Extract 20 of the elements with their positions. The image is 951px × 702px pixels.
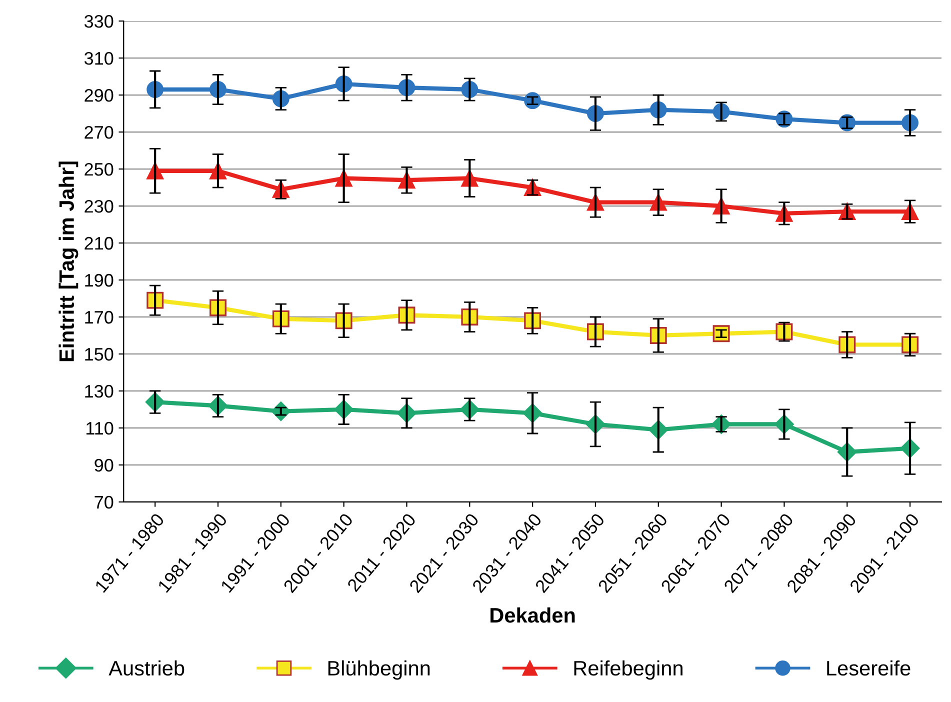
y-tick-label: 190 [85, 274, 114, 287]
y-tick-label: 90 [94, 458, 114, 472]
y-tick-label: 210 [84, 236, 114, 250]
y-tick-label: 290 [84, 88, 114, 102]
y-tick-label: 250 [84, 162, 114, 176]
y-tick-label: 330 [84, 14, 114, 28]
x-axis-title: Dekaden [490, 607, 575, 623]
y-tick-label: 150 [85, 348, 114, 361]
y-tick-label: 270 [84, 126, 114, 139]
legend-label: Blühbeginn [328, 660, 430, 680]
y-tick-label: 130 [85, 384, 114, 398]
legend-label: Austrieb [108, 660, 184, 676]
legend-label: Reifebeginn [574, 660, 682, 680]
legend-label: Lesereife [827, 660, 910, 676]
y-axis-title: Eintritt [Tag im Jahr] [58, 162, 78, 362]
y-tick-label: 170 [85, 310, 114, 324]
y-tick-label: 110 [86, 422, 114, 435]
y-tick-label: 230 [84, 200, 114, 213]
y-tick-label: 310 [84, 52, 114, 65]
y-tick-label: 70 [94, 496, 114, 509]
